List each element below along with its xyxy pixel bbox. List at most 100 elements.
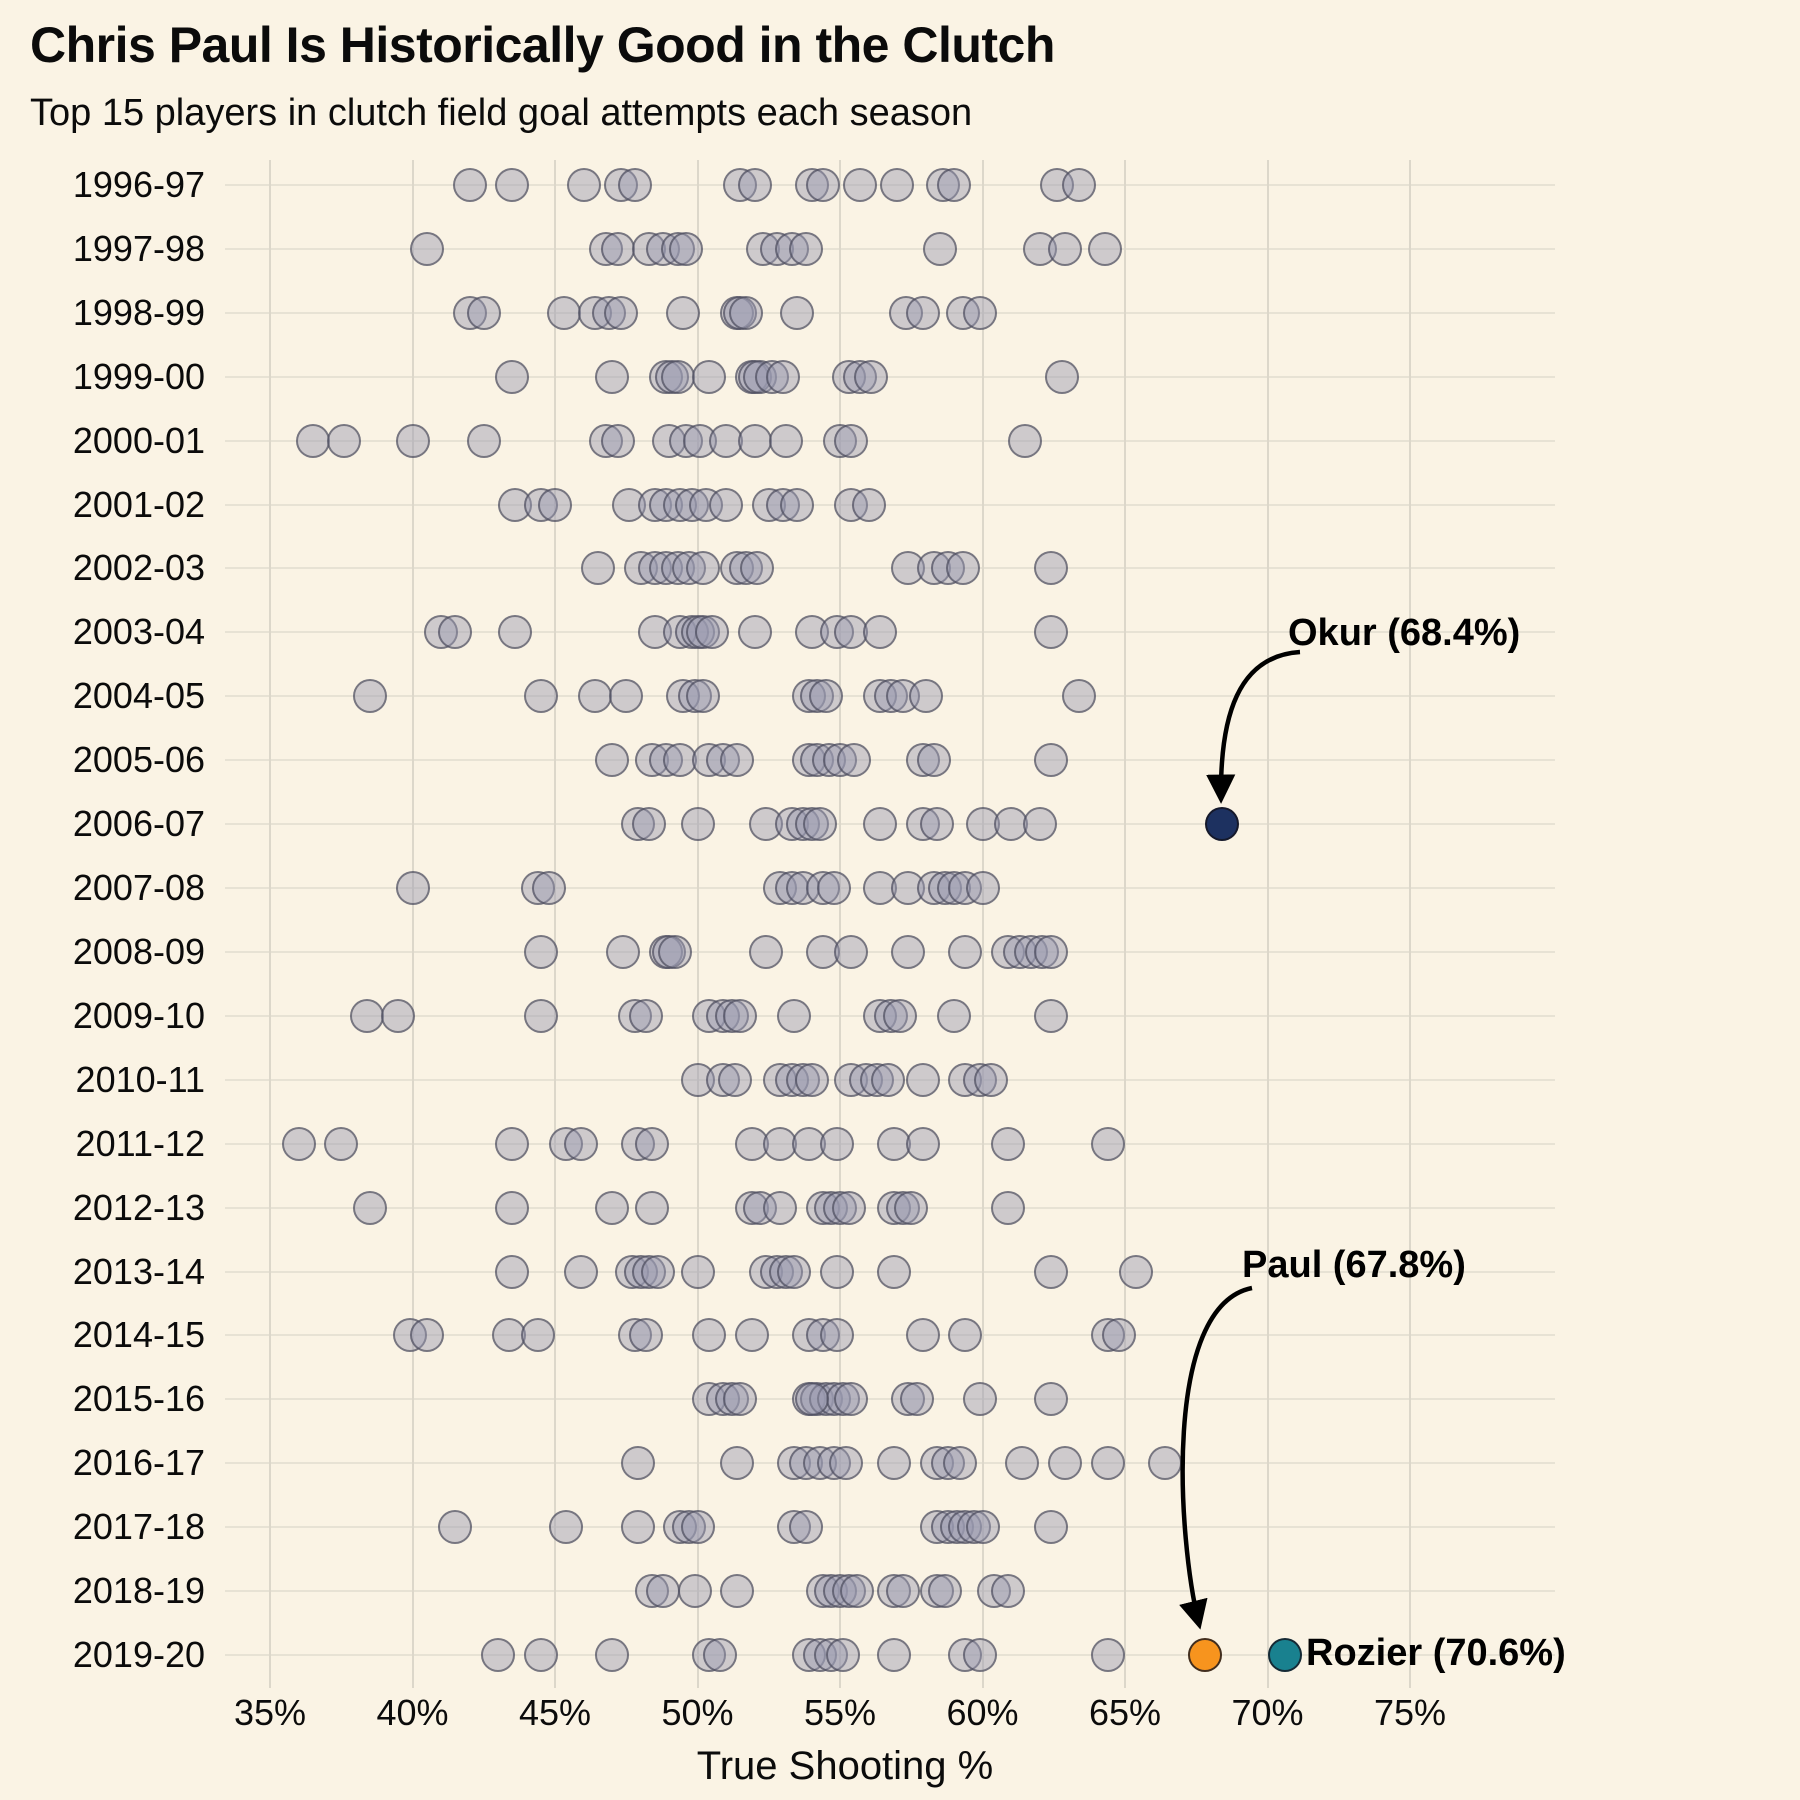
data-point <box>646 1574 681 1609</box>
data-point <box>495 1126 530 1161</box>
data-point <box>820 1254 855 1289</box>
data-point <box>891 934 926 969</box>
v-gridline <box>411 160 414 1688</box>
data-point <box>894 1190 929 1225</box>
data-point <box>609 679 644 714</box>
y-tick-label-season: 2006-07 <box>72 803 205 845</box>
data-point <box>381 998 416 1033</box>
data-point <box>603 295 638 330</box>
h-gridline <box>225 247 1555 250</box>
data-point <box>919 807 954 842</box>
data-point <box>862 807 897 842</box>
x-tick-label: 50% <box>661 1692 734 1733</box>
data-point <box>962 295 997 330</box>
h-gridline <box>225 439 1555 442</box>
data-point <box>703 1638 738 1672</box>
data-point <box>991 1190 1026 1225</box>
h-gridline <box>225 1334 1555 1337</box>
data-point <box>1062 168 1097 202</box>
data-point <box>680 807 715 842</box>
data-point <box>803 807 838 842</box>
data-point <box>686 551 721 586</box>
data-point <box>438 1510 473 1545</box>
data-point <box>680 1254 715 1289</box>
data-point <box>720 1574 755 1609</box>
data-point <box>1088 231 1123 266</box>
data-point <box>620 1446 655 1481</box>
data-point <box>495 359 530 394</box>
data-point <box>606 934 641 969</box>
rozier-annotation: Rozier (70.6%) <box>1306 1632 1566 1674</box>
y-tick-label-season: 2012-13 <box>72 1186 205 1228</box>
data-point <box>905 1318 940 1353</box>
data-point <box>1090 1446 1125 1481</box>
y-tick-label-season: 2018-19 <box>72 1570 205 1612</box>
data-point <box>1008 423 1043 458</box>
data-point <box>851 487 886 522</box>
data-point <box>538 487 572 522</box>
data-point <box>766 359 800 394</box>
data-point <box>281 1126 316 1161</box>
data-point <box>788 231 823 266</box>
data-point <box>523 679 558 714</box>
data-point <box>600 231 635 266</box>
data-point <box>834 934 869 969</box>
data-point <box>788 1510 823 1545</box>
data-point <box>942 1446 977 1481</box>
data-point <box>737 615 772 650</box>
data-point <box>962 1638 997 1672</box>
y-tick-label-season: 2009-10 <box>72 994 205 1036</box>
y-tick-label-season: 2004-05 <box>72 675 205 717</box>
data-point <box>295 423 330 458</box>
data-point <box>791 1126 826 1161</box>
data-point <box>580 551 615 586</box>
data-point <box>899 1382 934 1417</box>
data-point <box>349 998 384 1033</box>
data-point <box>720 743 755 778</box>
data-point <box>563 1126 598 1161</box>
data-point <box>595 1638 629 1672</box>
h-gridline <box>225 375 1555 378</box>
data-point <box>820 1126 855 1161</box>
y-tick-label-season: 2014-15 <box>72 1314 205 1356</box>
x-tick-label: 70% <box>1231 1692 1304 1733</box>
data-point <box>498 615 533 650</box>
y-tick-label-season: 2008-09 <box>72 930 205 972</box>
data-point <box>834 615 869 650</box>
data-point <box>945 551 980 586</box>
data-point <box>763 1126 798 1161</box>
data-point <box>660 359 695 394</box>
data-point <box>452 168 487 202</box>
data-point <box>549 1510 584 1545</box>
data-point <box>617 168 652 202</box>
y-tick-label-season: 1997-98 <box>72 227 205 269</box>
data-point <box>1102 1318 1137 1353</box>
h-gridline <box>225 950 1555 953</box>
data-point <box>1033 551 1068 586</box>
y-tick-label-season: 2001-02 <box>72 483 205 525</box>
h-gridline <box>225 1398 1555 1401</box>
data-point <box>842 168 877 202</box>
data-point <box>1048 231 1083 266</box>
y-tick-label-season: 2010-11 <box>75 1058 205 1100</box>
data-point <box>523 998 558 1033</box>
v-gridline <box>981 160 984 1688</box>
data-point <box>737 423 772 458</box>
data-point <box>595 1190 629 1225</box>
data-point <box>834 1382 869 1417</box>
data-point <box>828 1446 863 1481</box>
data-point <box>1033 1510 1068 1545</box>
data-point <box>495 1254 530 1289</box>
data-point <box>937 998 971 1033</box>
data-point <box>877 1446 912 1481</box>
data-point <box>395 423 430 458</box>
data-point <box>880 168 914 202</box>
data-point <box>1090 1638 1125 1672</box>
data-point <box>948 934 983 969</box>
data-point <box>905 1126 940 1161</box>
data-point <box>1033 615 1068 650</box>
y-tick-label-season: 2016-17 <box>72 1442 205 1484</box>
data-point <box>748 934 783 969</box>
data-point <box>834 423 869 458</box>
data-point <box>717 1062 752 1097</box>
